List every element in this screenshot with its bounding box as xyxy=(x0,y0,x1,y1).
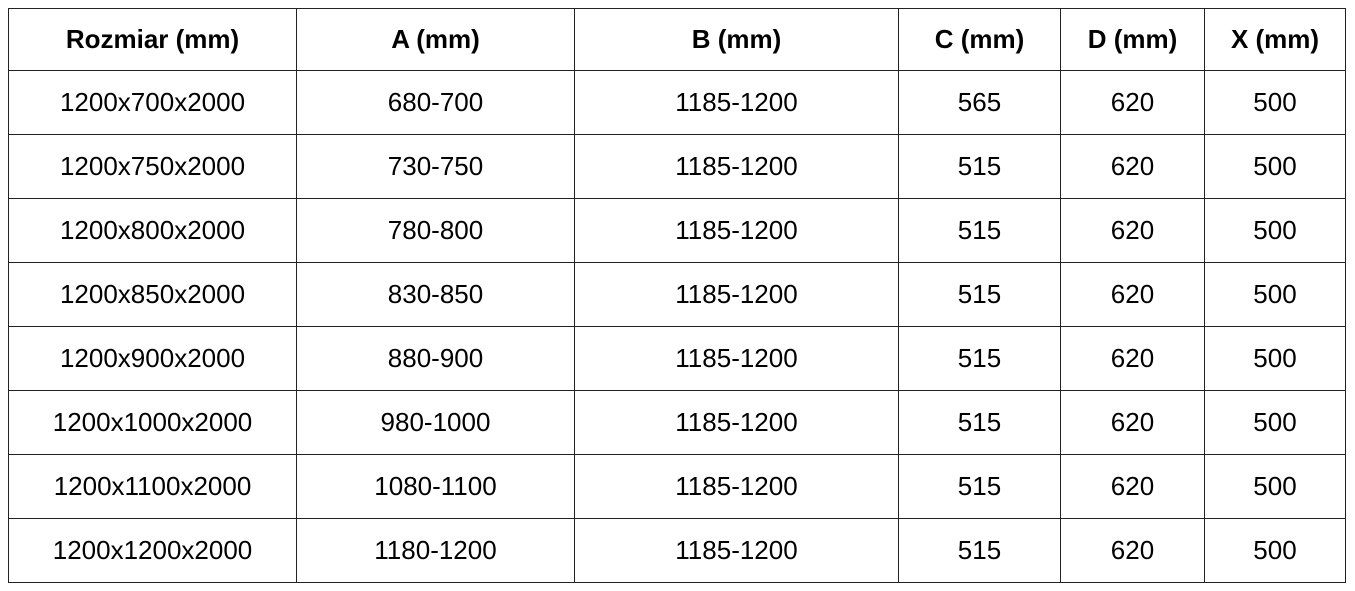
table-cell: 620 xyxy=(1060,518,1205,583)
table-cell: 620 xyxy=(1060,262,1205,327)
table-cell: 515 xyxy=(898,198,1061,263)
table-cell: 880-900 xyxy=(296,326,575,391)
table-row: 1200x900x2000 880-900 1185-1200 515 620 500 xyxy=(8,326,1346,391)
table-cell: 1200x700x2000 xyxy=(8,70,297,135)
table-cell: 500 xyxy=(1204,198,1346,263)
table-cell: 1200x1100x2000 xyxy=(8,454,297,519)
table-cell: 1200x750x2000 xyxy=(8,134,297,199)
table-cell: 515 xyxy=(898,134,1061,199)
table-cell: 515 xyxy=(898,390,1061,455)
table-cell: 500 xyxy=(1204,70,1346,135)
table-cell: 620 xyxy=(1060,454,1205,519)
table-cell: 1185-1200 xyxy=(574,326,899,391)
table-row: 1200x800x2000 780-800 1185-1200 515 620 500 xyxy=(8,198,1346,263)
table-cell: 1200x1000x2000 xyxy=(8,390,297,455)
table-row: 1200x750x2000 730-750 1185-1200 515 620 500 xyxy=(8,134,1346,199)
table-cell: 500 xyxy=(1204,390,1346,455)
table-cell: 515 xyxy=(898,518,1061,583)
header-cell: X (mm) xyxy=(1204,8,1346,71)
table-cell: 1185-1200 xyxy=(574,262,899,327)
table-cell: 565 xyxy=(898,70,1061,135)
table-cell: 515 xyxy=(898,454,1061,519)
table-cell: 1200x1200x2000 xyxy=(8,518,297,583)
table-row: 1200x700x2000 680-700 1185-1200 565 620 500 xyxy=(8,70,1346,135)
table-cell: 1180-1200 xyxy=(296,518,575,583)
table-cell: 1185-1200 xyxy=(574,454,899,519)
table-cell: 620 xyxy=(1060,390,1205,455)
table-cell: 515 xyxy=(898,262,1061,327)
header-cell: D (mm) xyxy=(1060,8,1205,71)
header-cell: B (mm) xyxy=(574,8,899,71)
header-cell: C (mm) xyxy=(898,8,1061,71)
table-cell: 1185-1200 xyxy=(574,70,899,135)
table-cell: 1185-1200 xyxy=(574,390,899,455)
table-cell: 1185-1200 xyxy=(574,518,899,583)
table-row: 1200x1200x2000 1180-1200 1185-1200 515 620 50… xyxy=(8,518,1346,583)
table-cell: 620 xyxy=(1060,198,1205,263)
table-cell: 620 xyxy=(1060,326,1205,391)
table-cell: 500 xyxy=(1204,326,1346,391)
table-cell: 500 xyxy=(1204,454,1346,519)
table-cell: 1200x900x2000 xyxy=(8,326,297,391)
table-cell: 500 xyxy=(1204,134,1346,199)
header-cell: Rozmiar (mm) xyxy=(8,8,297,71)
table-cell: 780-800 xyxy=(296,198,575,263)
table-row: 1200x1100x2000 1080-1100 1185-1200 515 620 50… xyxy=(8,454,1346,519)
table-cell: 1185-1200 xyxy=(574,198,899,263)
table-cell: 730-750 xyxy=(296,134,575,199)
table-cell: 1200x850x2000 xyxy=(8,262,297,327)
table-cell: 980-1000 xyxy=(296,390,575,455)
table-cell: 680-700 xyxy=(296,70,575,135)
table-cell: 500 xyxy=(1204,262,1346,327)
table-cell: 1185-1200 xyxy=(574,134,899,199)
table-body: 1200x700x2000 680-700 1185-1200 565 620 500 12… xyxy=(8,70,1346,583)
header-cell: A (mm) xyxy=(296,8,575,71)
table-cell: 500 xyxy=(1204,518,1346,583)
size-table: Rozmiar (mm) A (mm) B (mm) C (mm) D (mm) X (m… xyxy=(8,8,1346,583)
table-cell: 620 xyxy=(1060,134,1205,199)
table-cell: 620 xyxy=(1060,70,1205,135)
table-cell: 830-850 xyxy=(296,262,575,327)
table-cell: 515 xyxy=(898,326,1061,391)
table-cell: 1080-1100 xyxy=(296,454,575,519)
table-cell: 1200x800x2000 xyxy=(8,198,297,263)
table-row: 1200x850x2000 830-850 1185-1200 515 620 500 xyxy=(8,262,1346,327)
table-row: 1200x1000x2000 980-1000 1185-1200 515 620 500 xyxy=(8,390,1346,455)
header-row: Rozmiar (mm) A (mm) B (mm) C (mm) D (mm) X (m… xyxy=(8,8,1346,71)
